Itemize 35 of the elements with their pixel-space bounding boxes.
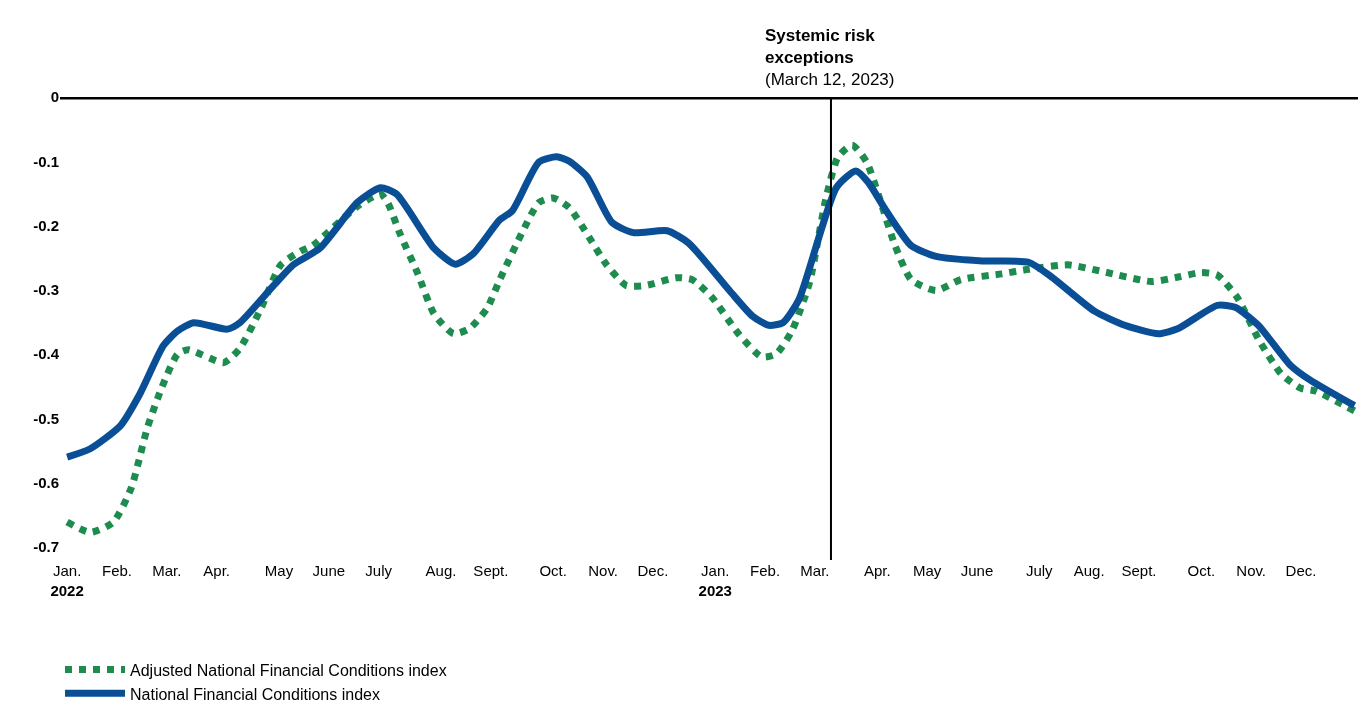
y-tick-label: 0 — [50, 88, 59, 106]
x-tick-label: July — [1025, 562, 1054, 579]
x-tick-label: Jan. 2023 — [698, 562, 732, 599]
legend-label: National Financial Conditions index — [130, 685, 380, 703]
x-tick-label: Dec. — [1285, 562, 1317, 579]
y-tick-label: -0.3 — [33, 281, 59, 299]
x-tick-label: June — [312, 562, 346, 579]
x-tick-label: Sept. — [473, 562, 509, 579]
y-tick-label: -0.6 — [33, 474, 59, 492]
x-tick-label: Dec. — [637, 562, 669, 579]
x-tick-label: May — [912, 562, 942, 579]
y-tick-label: -0.5 — [33, 409, 59, 427]
y-tick-label: -0.7 — [33, 538, 59, 556]
x-tick-label: Mar. — [800, 562, 830, 579]
x-tick-label: Sept. — [1121, 562, 1157, 579]
x-tick-label: Feb. — [750, 562, 781, 579]
x-tick-label: Nov. — [1236, 562, 1267, 579]
x-tick-label: Nov. — [588, 562, 618, 579]
x-tick-label: Oct. — [1187, 562, 1216, 579]
legend-label: Adjusted National Financial Conditions index — [130, 661, 447, 679]
y-tick-label: -0.2 — [33, 216, 59, 234]
y-tick-label: -0.1 — [33, 152, 59, 170]
x-tick-label: Feb. — [101, 562, 132, 579]
ref-line-label: Systemic risk exceptions (March 12, 2023) — [765, 26, 895, 90]
x-tick-label: July — [365, 562, 393, 579]
x-tick-label: Apr. — [863, 562, 891, 579]
x-tick-label: Oct. — [539, 562, 567, 579]
x-tick-label: Aug. — [1073, 562, 1105, 579]
x-tick-label: Apr. — [203, 562, 231, 579]
x-tick-label: Aug. — [425, 562, 457, 579]
x-tick-label: May — [264, 562, 294, 579]
x-tick-label: June — [960, 562, 994, 579]
x-tick-label: Jan. 2022 — [50, 562, 84, 599]
y-tick-label: -0.4 — [33, 345, 60, 363]
x-tick-label: Mar. — [152, 562, 182, 579]
